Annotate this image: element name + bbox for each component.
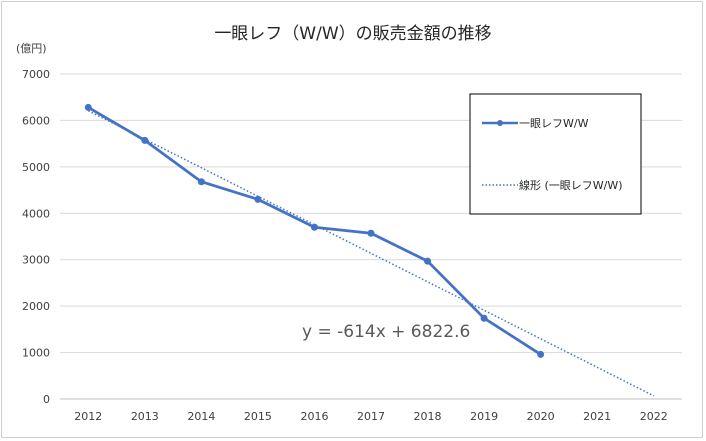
data-point [367,229,375,237]
legend: 一眼レフW/W 線形 (一眼レフW/W) [469,93,642,215]
data-point [480,314,488,322]
y-tick-label: 7000 [22,68,50,81]
y-tick-label: 1000 [22,347,50,360]
y-tick-label: 0 [43,393,50,406]
y-axis-unit-label: (億円) [16,42,47,55]
data-point [254,195,262,203]
data-point [310,223,318,231]
data-point [537,350,545,358]
legend-trendline-label: 線形 (一眼レフW/W) [519,178,623,192]
gridlines [60,73,682,400]
legend-series-marker [497,120,503,126]
data-point [197,178,205,186]
y-tick-label: 5000 [22,161,50,174]
x-tick-label: 2018 [414,410,442,423]
x-tick-label: 2012 [74,410,102,423]
x-tick-label: 2013 [131,410,159,423]
data-point [141,136,149,144]
legend-series-label: 一眼レフW/W [519,117,589,130]
x-tick-label: 2020 [527,410,555,423]
x-tick-label: 2019 [470,410,498,423]
x-tick-label: 2021 [583,410,611,423]
data-point [84,103,92,111]
y-tick-label: 6000 [22,114,50,127]
data-point [424,257,432,265]
x-tick-label: 2017 [357,410,385,423]
x-axis-tick-labels: 2012 2013 2014 2015 2016 2017 2018 2019 2020 2021… [74,410,667,423]
series-layer [84,103,545,358]
y-tick-label: 4000 [22,207,50,220]
x-tick-label: 2022 [640,410,668,423]
legend-box [469,93,642,215]
x-tick-label: 2014 [187,410,215,423]
x-tick-label: 2016 [300,410,328,423]
x-tick-label: 2015 [244,410,272,423]
chart-title: 一眼レフ（W/W）の販売金額の推移 [214,24,491,44]
y-tick-label: 3000 [22,254,50,267]
trendline-equation: y = -614x + 6822.6 [302,322,470,342]
y-axis-tick-labels: 0 1000 2000 3000 4000 5000 6000 7000 [22,68,50,406]
y-tick-label: 2000 [22,300,50,313]
